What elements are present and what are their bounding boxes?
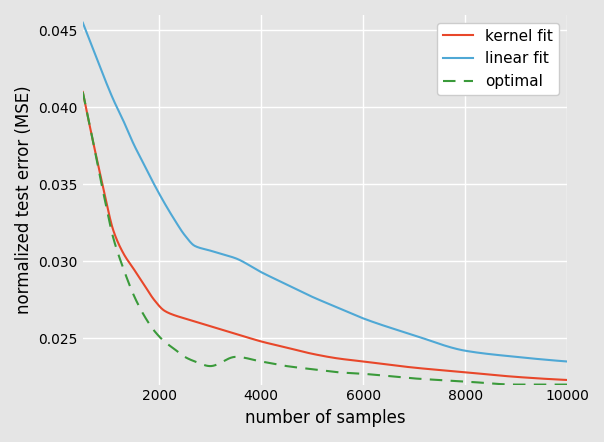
linear fit [457, 347, 464, 352]
optimal [564, 382, 571, 387]
kernel fit [564, 377, 571, 383]
optimal [79, 89, 86, 95]
linear fit [275, 278, 282, 283]
X-axis label: number of samples: number of samples [245, 409, 405, 427]
linear fit [412, 333, 419, 338]
linear fit [129, 138, 136, 144]
Line: kernel fit: kernel fit [83, 92, 567, 380]
kernel fit [275, 343, 282, 348]
linear fit [564, 359, 571, 364]
linear fit [292, 286, 300, 292]
optimal [129, 289, 136, 294]
linear fit [466, 349, 473, 354]
linear fit [79, 20, 86, 25]
optimal [412, 376, 419, 381]
Legend: kernel fit, linear fit, optimal: kernel fit, linear fit, optimal [437, 23, 559, 95]
kernel fit [79, 89, 86, 95]
optimal [292, 365, 300, 370]
optimal [457, 378, 464, 384]
kernel fit [129, 264, 136, 270]
Line: linear fit: linear fit [83, 23, 567, 362]
Y-axis label: normalized test error (MSE): normalized test error (MSE) [15, 85, 33, 314]
kernel fit [292, 347, 300, 353]
kernel fit [457, 369, 464, 374]
optimal [513, 382, 520, 387]
optimal [466, 379, 473, 385]
optimal [275, 362, 282, 367]
Line: optimal: optimal [83, 92, 567, 385]
kernel fit [466, 370, 473, 375]
kernel fit [412, 365, 419, 370]
